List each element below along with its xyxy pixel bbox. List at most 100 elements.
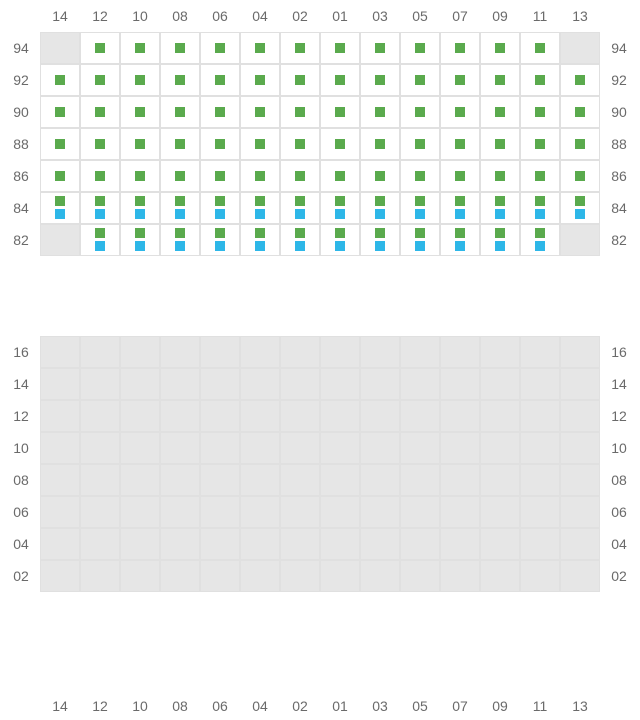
marker-green xyxy=(255,228,265,238)
row-label-right: 10 xyxy=(604,432,634,464)
seat-cell xyxy=(520,560,560,592)
seat-cell xyxy=(320,336,360,368)
col-label-top: 14 xyxy=(40,8,80,24)
marker-green xyxy=(55,107,65,117)
seat-cell xyxy=(480,336,520,368)
seat-cell xyxy=(280,432,320,464)
seat-cell xyxy=(480,464,520,496)
seat-cell xyxy=(120,560,160,592)
col-label-bottom: 13 xyxy=(560,698,600,714)
marker-green xyxy=(375,107,385,117)
marker-green xyxy=(215,43,225,53)
seat-cell xyxy=(520,400,560,432)
row-label-right: 94 xyxy=(604,32,634,64)
seat-cell xyxy=(40,496,80,528)
seat-cell xyxy=(40,432,80,464)
seat-cell xyxy=(320,464,360,496)
seat-cell xyxy=(440,432,480,464)
seat-cell xyxy=(440,464,480,496)
col-label-top: 02 xyxy=(280,8,320,24)
seat-cell xyxy=(440,560,480,592)
seat-cell xyxy=(40,224,80,256)
seat-cell xyxy=(280,496,320,528)
marker-blue xyxy=(135,241,145,251)
marker-blue xyxy=(495,241,505,251)
marker-green xyxy=(415,107,425,117)
marker-green xyxy=(335,139,345,149)
seat-cell xyxy=(400,560,440,592)
seat-cell xyxy=(280,528,320,560)
row-label-left: 86 xyxy=(6,160,36,192)
seat-cell xyxy=(320,368,360,400)
seat-cell xyxy=(360,400,400,432)
seat-cell xyxy=(400,336,440,368)
seat-cell xyxy=(360,368,400,400)
marker-blue xyxy=(55,209,65,219)
seat-cell xyxy=(560,224,600,256)
row-label-right: 88 xyxy=(604,128,634,160)
marker-green xyxy=(135,196,145,206)
seat-cell xyxy=(320,496,360,528)
seat-cell xyxy=(200,560,240,592)
seat-cell xyxy=(560,368,600,400)
seat-cell xyxy=(240,336,280,368)
seat-cell xyxy=(520,432,560,464)
marker-green xyxy=(135,75,145,85)
seat-cell xyxy=(240,368,280,400)
seat-cell xyxy=(80,528,120,560)
seat-cell xyxy=(320,400,360,432)
seat-cell xyxy=(520,464,560,496)
marker-green xyxy=(95,75,105,85)
marker-green xyxy=(295,43,305,53)
marker-green xyxy=(295,139,305,149)
marker-green xyxy=(335,196,345,206)
marker-blue xyxy=(415,241,425,251)
col-label-bottom: 11 xyxy=(520,698,560,714)
marker-green xyxy=(95,139,105,149)
marker-blue xyxy=(295,241,305,251)
marker-blue xyxy=(335,209,345,219)
seat-cell xyxy=(280,400,320,432)
seat-cell xyxy=(560,336,600,368)
seat-cell xyxy=(560,528,600,560)
marker-green xyxy=(135,107,145,117)
seat-cell xyxy=(120,528,160,560)
col-label-bottom: 07 xyxy=(440,698,480,714)
marker-blue xyxy=(375,241,385,251)
row-label-left: 06 xyxy=(6,496,36,528)
col-label-top: 08 xyxy=(160,8,200,24)
seat-cell xyxy=(320,432,360,464)
seat-cell xyxy=(120,336,160,368)
seat-cell xyxy=(240,528,280,560)
col-label-top: 07 xyxy=(440,8,480,24)
row-label-left: 14 xyxy=(6,368,36,400)
marker-green xyxy=(95,228,105,238)
marker-blue xyxy=(175,241,185,251)
seat-cell xyxy=(400,528,440,560)
marker-blue xyxy=(495,209,505,219)
marker-blue xyxy=(375,209,385,219)
marker-green xyxy=(495,107,505,117)
marker-green xyxy=(495,43,505,53)
row-label-left: 88 xyxy=(6,128,36,160)
seat-cell xyxy=(280,464,320,496)
col-label-bottom: 01 xyxy=(320,698,360,714)
seat-cell xyxy=(480,560,520,592)
marker-green xyxy=(255,43,265,53)
seat-cell xyxy=(240,464,280,496)
marker-blue xyxy=(455,209,465,219)
seat-cell xyxy=(40,368,80,400)
marker-green xyxy=(455,228,465,238)
marker-blue xyxy=(95,241,105,251)
marker-blue xyxy=(215,241,225,251)
seat-cell xyxy=(80,336,120,368)
col-label-bottom: 12 xyxy=(80,698,120,714)
marker-green xyxy=(135,171,145,181)
marker-green xyxy=(215,107,225,117)
marker-green xyxy=(95,196,105,206)
col-label-top: 01 xyxy=(320,8,360,24)
seat-cell xyxy=(400,464,440,496)
marker-green xyxy=(255,107,265,117)
seat-cell xyxy=(80,368,120,400)
marker-green xyxy=(495,196,505,206)
